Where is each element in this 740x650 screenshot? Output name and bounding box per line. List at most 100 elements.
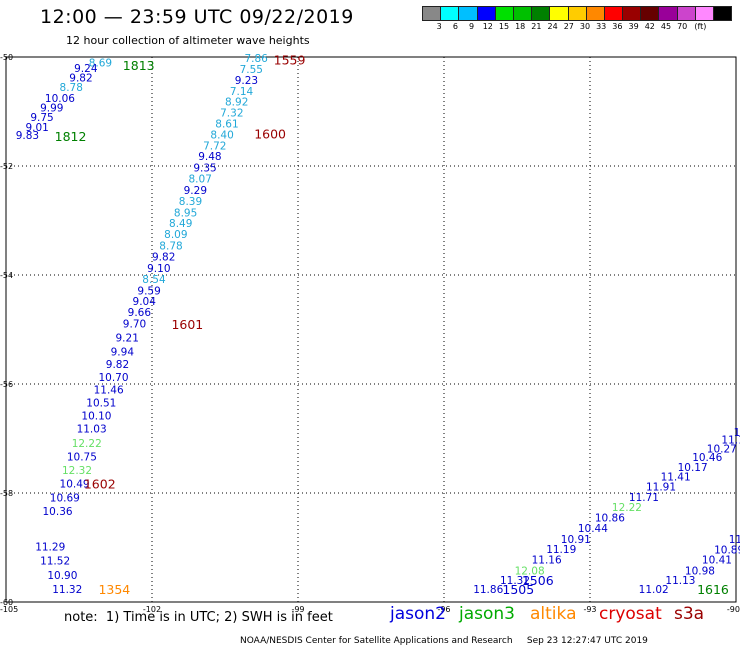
wave-height-label: 8.92	[225, 97, 248, 109]
wave-height-label: 10.10	[81, 411, 111, 423]
wave-height-label: 7.86	[244, 53, 268, 65]
wave-height-label: 12.32	[62, 465, 92, 477]
pass-time-label: 1813	[123, 58, 155, 73]
x-tick-label: -99	[291, 605, 304, 614]
wave-height-label: 11.16	[532, 554, 562, 566]
wave-height-label: 7.55	[240, 64, 263, 76]
legend-tick-label: 3	[436, 22, 442, 31]
wave-height-label: 7.14	[230, 86, 254, 98]
wave-height-label: 11.46	[94, 384, 124, 396]
legend-tick-label: 15	[498, 22, 510, 31]
wave-height-label: 11.13	[665, 575, 695, 587]
credit-line: NOAA/NESDIS Center for Satellite Applica…	[240, 636, 648, 646]
wave-height-label: 10.86	[595, 513, 625, 525]
legend-tick-label: 21	[531, 22, 542, 31]
wave-height-label: 9.48	[198, 151, 221, 163]
pass-time-label: 1600	[254, 126, 286, 141]
wave-height-label: 11.52	[40, 556, 70, 568]
x-tick-label: -105	[0, 605, 18, 614]
wave-height-label: 10.17	[678, 462, 708, 474]
x-tick-label: -96	[437, 605, 450, 614]
wave-height-label: 11.41	[661, 472, 691, 484]
wave-height-label: 10.36	[43, 506, 73, 518]
wave-height-label: 10.75	[67, 451, 97, 463]
wave-height-label: 11.32	[500, 575, 530, 587]
wave-height-label: 11.86	[473, 584, 503, 596]
y-tick-label: -50	[0, 53, 13, 62]
wave-height-label: 10.98	[685, 565, 715, 577]
legend-tick-label: 33	[596, 22, 607, 31]
wave-height-label: 8.78	[159, 241, 182, 253]
wave-height-label: 11.32	[52, 584, 82, 596]
wave-height-label: 8.54	[142, 274, 166, 286]
wave-height-label: 9.01	[25, 122, 48, 134]
legend-tick-label: 70	[677, 22, 688, 31]
wave-height-label: 9.82	[152, 251, 175, 263]
wave-height-label: 10.46	[692, 452, 722, 464]
legend-tick-label: 30	[579, 22, 591, 31]
wave-height-label: 8.61	[215, 118, 238, 130]
wave-height-label: 9.66	[128, 307, 152, 319]
x-tick-label: -102	[143, 605, 161, 614]
wave-height-label: 9.75	[30, 112, 53, 124]
legend-tick-label: 27	[563, 22, 574, 31]
wave-height-label: 9.23	[235, 75, 258, 87]
color-scale-ticks: 3 6 9 12 15 18 21 24 27 30 33 36 39 42 45 70 (ft)	[422, 22, 740, 34]
pass-time-label: 1601	[171, 317, 203, 332]
wave-height-label: 9.99	[40, 103, 63, 115]
wave-height-label: 10.49	[60, 479, 90, 491]
legend-tick-label: 9	[469, 22, 475, 31]
wave-height-label: 10.41	[702, 554, 732, 566]
wave-height-label: 7.32	[220, 108, 243, 120]
y-tick-label: -54	[0, 271, 13, 280]
pass-time-label: 1616	[697, 582, 729, 597]
wave-height-label: 8.07	[189, 174, 212, 186]
wave-height-label: 9.82	[106, 359, 129, 371]
wave-height-label: 11.29	[35, 541, 65, 553]
wave-height-label: 10.51	[86, 398, 116, 410]
color-scale-legend	[422, 6, 733, 21]
legend-tick-label: 45	[660, 22, 672, 31]
wave-height-label: 10.91	[561, 534, 591, 546]
wave-height-label: 9.21	[116, 333, 139, 345]
x-tick-label: -90	[727, 605, 740, 614]
wave-height-label: 9.59	[137, 285, 160, 297]
legend-unit-label: (ft)	[694, 22, 707, 31]
wave-height-label: 10.70	[98, 372, 128, 384]
wave-height-label: 9.94	[111, 346, 135, 358]
legend-tick-label: 24	[547, 22, 558, 31]
wave-height-label: 9.24	[74, 63, 98, 75]
wave-height-label: 10.89	[714, 545, 740, 557]
wave-height-label: 8.69	[89, 57, 112, 69]
y-tick-label: -52	[0, 162, 13, 171]
satellite-jason2: jason2	[390, 604, 446, 624]
pass-time-label: 1506	[522, 573, 554, 588]
wave-height-label: 12.22	[612, 502, 642, 514]
wave-height-label: 12.08	[515, 565, 545, 577]
satellite-s3a: s3a	[674, 604, 705, 624]
pass-time-label: 1812	[55, 129, 87, 144]
legend-tick-label: 42	[644, 22, 655, 31]
footer-note: note: 1) Time is in UTC; 2) SWH is in fe…	[64, 610, 333, 625]
wave-height-label: 9.70	[123, 319, 146, 331]
wave-height-label: 9.83	[16, 130, 39, 142]
wave-height-label: 11.18	[721, 435, 740, 447]
wave-height-label: 9.35	[193, 163, 216, 175]
wave-height-label: 11	[729, 534, 740, 546]
wave-height-label: 11.03	[77, 424, 107, 436]
pass-time-label: 1559	[274, 53, 306, 68]
plot-frame	[5, 56, 737, 603]
chart-subtitle: 12 hour collection of altimeter wave hei…	[66, 34, 310, 47]
wave-height-label: 9.10	[147, 263, 170, 275]
wave-height-label: 11.91	[646, 481, 676, 493]
satellite-jason3: jason3	[459, 604, 515, 624]
y-tick-label: -60	[0, 598, 13, 607]
satellite-cryosat: cryosat	[599, 604, 662, 624]
wave-height-label: 8.49	[169, 218, 192, 230]
wave-height-label: 8.39	[179, 196, 202, 208]
legend-tick-label: 39	[628, 22, 639, 31]
wave-height-label: 11.71	[629, 492, 659, 504]
chart-title: 12:00 — 23:59 UTC 09/22/2019	[40, 6, 354, 28]
wave-height-label: 10.44	[578, 523, 608, 535]
